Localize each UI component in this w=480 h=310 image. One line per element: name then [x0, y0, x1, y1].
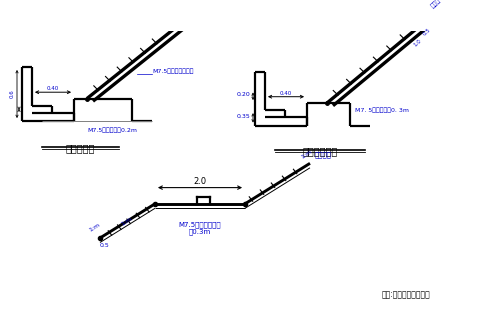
Text: M7.5浆砌片石主骨架: M7.5浆砌片石主骨架 [152, 69, 193, 74]
Text: 1:m: 1:m [88, 222, 101, 232]
Text: 1:m: 1:m [120, 216, 133, 227]
Text: 骨架护坡: 骨架护坡 [315, 151, 332, 157]
Text: 0.35: 0.35 [237, 114, 251, 119]
Text: 0.40: 0.40 [47, 86, 59, 91]
Text: 0.6: 0.6 [10, 90, 15, 98]
Text: 主骨架基础: 主骨架基础 [65, 144, 95, 153]
Text: 1:m: 1:m [300, 149, 313, 160]
Text: 厚0.3m: 厚0.3m [189, 228, 211, 235]
Text: M7.5浆砌片石平台: M7.5浆砌片石平台 [179, 222, 221, 228]
Text: 支骨架断面图: 支骨架断面图 [302, 146, 337, 156]
Text: 拱骨架: 拱骨架 [430, 0, 442, 8]
Text: 0.5: 0.5 [422, 27, 432, 37]
Text: 1.0: 1.0 [413, 38, 423, 47]
Text: M7.5浆砌片石厚0.2m: M7.5浆砌片石厚0.2m [87, 127, 137, 133]
Text: 0.5: 0.5 [100, 243, 110, 248]
Text: 0.20: 0.20 [237, 91, 251, 96]
Text: 0.40: 0.40 [280, 91, 292, 96]
Text: M7. 5浆砌片石厚0. 3m: M7. 5浆砌片石厚0. 3m [355, 107, 409, 113]
Text: 说明:图中尺寸以米计。: 说明:图中尺寸以米计。 [381, 290, 430, 299]
Text: 2.0: 2.0 [193, 177, 206, 186]
